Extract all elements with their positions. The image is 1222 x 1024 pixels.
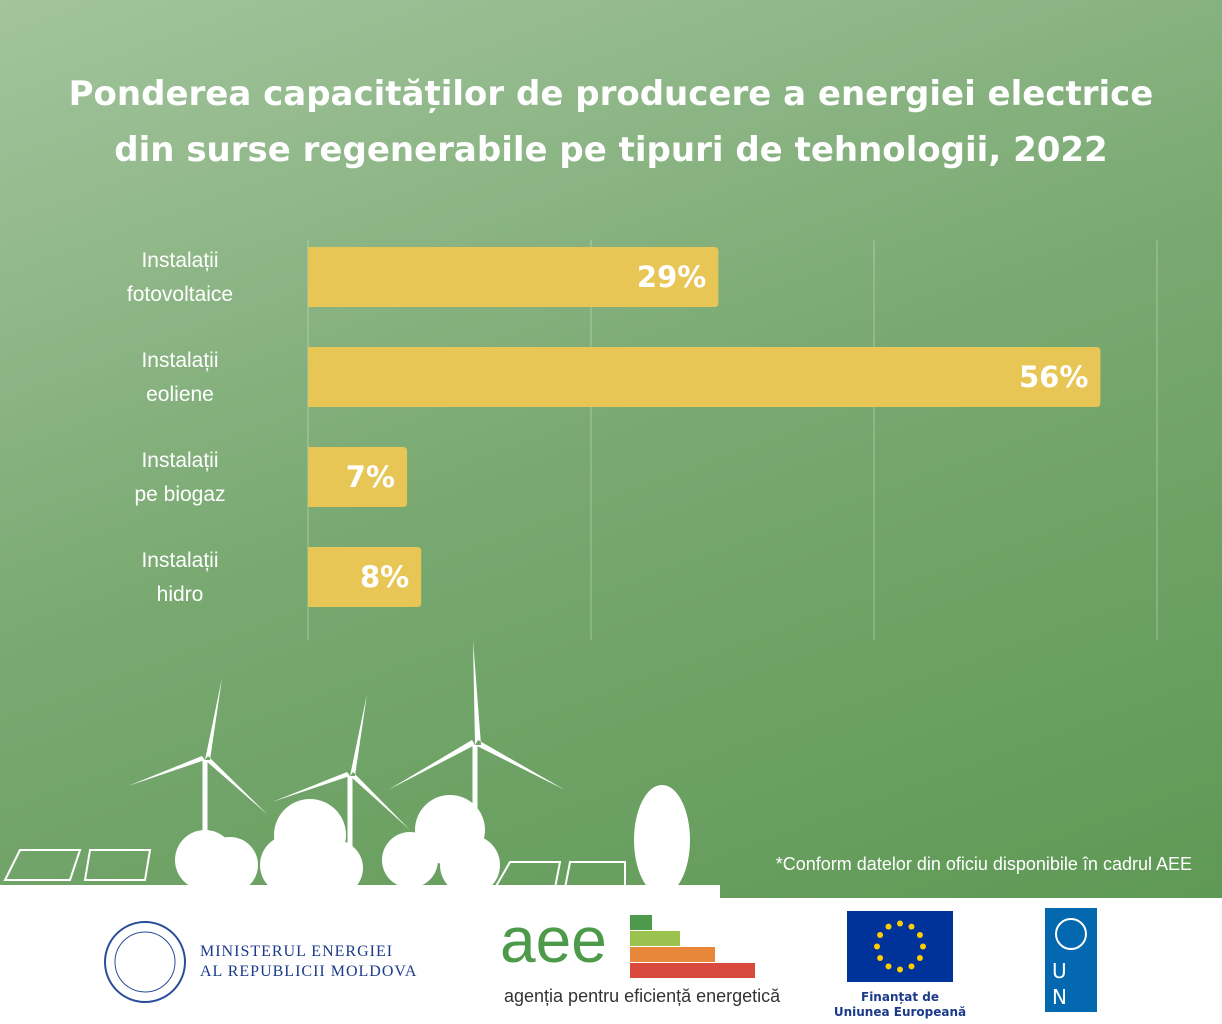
bar <box>308 547 422 607</box>
eu-star <box>908 963 915 970</box>
aee-step <box>630 947 715 962</box>
eu-text: Finanțat de Uniunea Europeană <box>833 990 967 1019</box>
aee-step <box>630 915 652 930</box>
undp-logo <box>1045 908 1097 1012</box>
eu-star <box>897 966 903 973</box>
eu-star <box>877 932 884 938</box>
bar <box>308 447 408 507</box>
y-tick-label: Instalații fotovoltaice <box>126 249 234 306</box>
y-tick-label: Instalații eoliene <box>141 349 219 406</box>
eu-star <box>920 943 926 950</box>
value-label: 29% <box>636 260 707 294</box>
footnote: *Conform datelor din oficiu disponibile … <box>775 854 1192 874</box>
ministry-seal <box>104 921 186 1003</box>
eu-star <box>885 923 892 930</box>
bar <box>308 347 1101 407</box>
ministry-name: MINISTERUL ENERGIEI AL REPUBLICII MOLDOV… <box>200 943 418 980</box>
aee-step <box>630 931 680 946</box>
chart-title: Ponderea capacităților de producere a en… <box>68 74 1154 170</box>
y-tick-label: Instalații pe biogaz <box>134 449 226 506</box>
eu-star <box>897 920 903 927</box>
decoration <box>0 640 720 900</box>
eu-star <box>916 955 923 961</box>
value-label: 56% <box>1018 360 1089 394</box>
undp-globe <box>1055 918 1087 950</box>
undp-letters: UNDP <box>1052 959 1077 1024</box>
eu-star <box>885 963 892 970</box>
aee-logo: aee <box>500 904 607 976</box>
value-label: 7% <box>345 460 396 494</box>
eu-star <box>916 932 923 938</box>
footer-logos <box>104 908 1097 1012</box>
eu-star <box>874 943 880 950</box>
ministry-seal-inner <box>114 931 176 993</box>
eu-star <box>908 923 915 930</box>
aee-step <box>630 963 755 978</box>
eu-star <box>877 955 884 961</box>
y-tick-label: Instalații hidro <box>141 549 219 606</box>
footer: MINISTERUL ENERGIEI AL REPUBLICII MOLDOV… <box>0 898 1222 1024</box>
value-label: 8% <box>359 560 410 594</box>
bar <box>308 247 719 307</box>
eu-stars <box>874 920 926 973</box>
aee-name: agenția pentru eficiență energetică <box>504 986 781 1006</box>
